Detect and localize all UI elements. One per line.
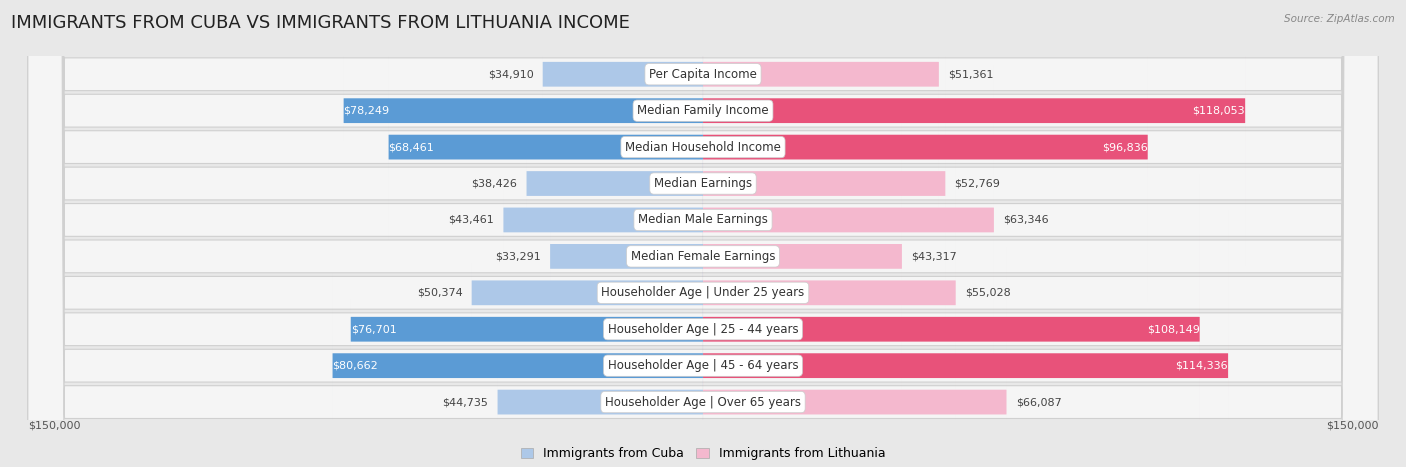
FancyBboxPatch shape [703, 174, 1199, 467]
Text: $50,374: $50,374 [416, 288, 463, 298]
Text: $150,000: $150,000 [28, 420, 80, 430]
FancyBboxPatch shape [543, 0, 703, 229]
FancyBboxPatch shape [503, 65, 703, 375]
FancyBboxPatch shape [28, 0, 1378, 467]
Text: Householder Age | Under 25 years: Householder Age | Under 25 years [602, 286, 804, 299]
Text: $44,735: $44,735 [443, 397, 488, 407]
FancyBboxPatch shape [28, 0, 1378, 467]
FancyBboxPatch shape [28, 0, 1378, 467]
FancyBboxPatch shape [28, 0, 1378, 467]
Text: Householder Age | Over 65 years: Householder Age | Over 65 years [605, 396, 801, 409]
Text: $150,000: $150,000 [1326, 420, 1378, 430]
FancyBboxPatch shape [498, 247, 703, 467]
Text: Householder Age | 45 - 64 years: Householder Age | 45 - 64 years [607, 359, 799, 372]
Text: Householder Age | 25 - 44 years: Householder Age | 25 - 44 years [607, 323, 799, 336]
Text: $63,346: $63,346 [1002, 215, 1049, 225]
Legend: Immigrants from Cuba, Immigrants from Lithuania: Immigrants from Cuba, Immigrants from Li… [516, 442, 890, 465]
Text: $43,461: $43,461 [449, 215, 494, 225]
FancyBboxPatch shape [526, 29, 703, 339]
Text: $114,336: $114,336 [1175, 361, 1227, 371]
Text: $34,910: $34,910 [488, 69, 533, 79]
Text: $96,836: $96,836 [1102, 142, 1147, 152]
FancyBboxPatch shape [703, 0, 1246, 265]
Text: $66,087: $66,087 [1015, 397, 1062, 407]
Text: $80,662: $80,662 [333, 361, 378, 371]
FancyBboxPatch shape [343, 0, 703, 265]
FancyBboxPatch shape [703, 101, 903, 411]
Text: Source: ZipAtlas.com: Source: ZipAtlas.com [1284, 14, 1395, 24]
FancyBboxPatch shape [350, 174, 703, 467]
FancyBboxPatch shape [703, 29, 945, 339]
Text: $118,053: $118,053 [1192, 106, 1246, 116]
FancyBboxPatch shape [703, 138, 956, 448]
FancyBboxPatch shape [28, 0, 1378, 467]
FancyBboxPatch shape [471, 138, 703, 448]
FancyBboxPatch shape [550, 101, 703, 411]
Text: $51,361: $51,361 [948, 69, 994, 79]
Text: Median Family Income: Median Family Income [637, 104, 769, 117]
Text: $55,028: $55,028 [965, 288, 1011, 298]
FancyBboxPatch shape [28, 0, 1378, 467]
FancyBboxPatch shape [703, 0, 939, 229]
FancyBboxPatch shape [703, 211, 1227, 467]
FancyBboxPatch shape [703, 65, 994, 375]
Text: $33,291: $33,291 [495, 251, 541, 262]
Text: $52,769: $52,769 [955, 178, 1001, 189]
FancyBboxPatch shape [703, 0, 1147, 302]
Text: Median Male Earnings: Median Male Earnings [638, 213, 768, 226]
FancyBboxPatch shape [28, 0, 1378, 467]
Text: $78,249: $78,249 [343, 106, 389, 116]
Text: $76,701: $76,701 [350, 324, 396, 334]
Text: $108,149: $108,149 [1147, 324, 1199, 334]
Text: $68,461: $68,461 [388, 142, 434, 152]
Text: $43,317: $43,317 [911, 251, 957, 262]
FancyBboxPatch shape [388, 0, 703, 302]
FancyBboxPatch shape [333, 211, 703, 467]
Text: Median Earnings: Median Earnings [654, 177, 752, 190]
FancyBboxPatch shape [28, 0, 1378, 467]
Text: IMMIGRANTS FROM CUBA VS IMMIGRANTS FROM LITHUANIA INCOME: IMMIGRANTS FROM CUBA VS IMMIGRANTS FROM … [11, 14, 630, 32]
Text: Median Female Earnings: Median Female Earnings [631, 250, 775, 263]
FancyBboxPatch shape [703, 247, 1007, 467]
FancyBboxPatch shape [28, 0, 1378, 467]
Text: $38,426: $38,426 [471, 178, 517, 189]
FancyBboxPatch shape [28, 0, 1378, 467]
Text: Median Household Income: Median Household Income [626, 141, 780, 154]
Text: Per Capita Income: Per Capita Income [650, 68, 756, 81]
